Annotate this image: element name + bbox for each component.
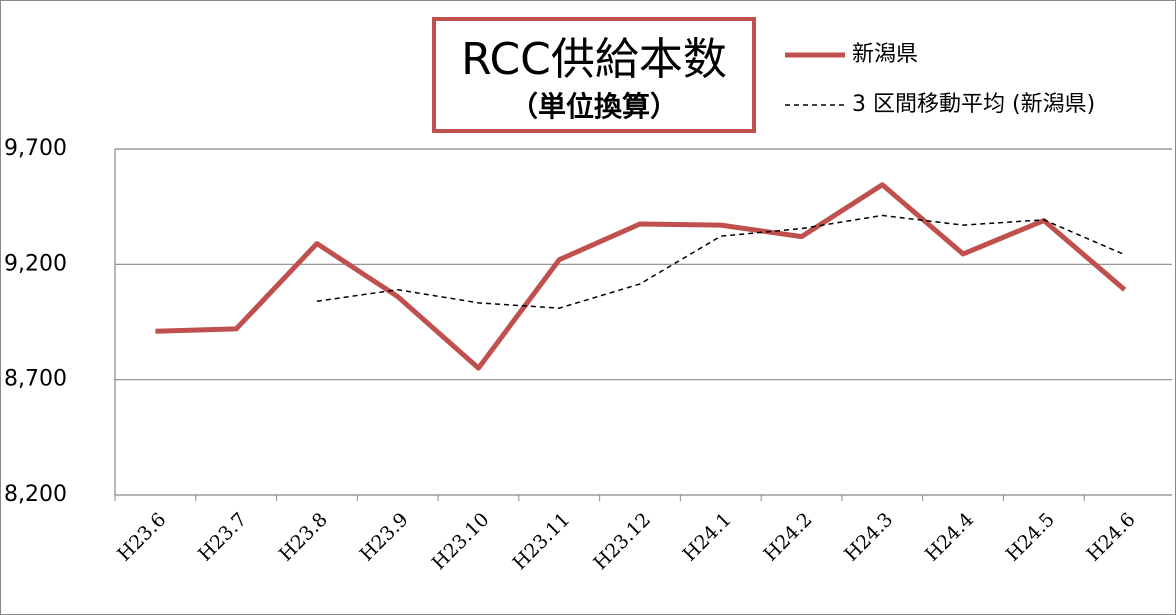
series-line: [316, 214, 1125, 309]
y-tick-label: 9,700: [4, 136, 67, 161]
chart-title: RCC供給本数: [461, 34, 727, 85]
y-tick-label: 9,200: [4, 251, 67, 276]
y-tick-label: 8,200: [4, 482, 67, 507]
title-box: [432, 17, 756, 133]
series-line: [155, 182, 1127, 371]
legend-label: 新潟県: [852, 42, 918, 67]
chart-subtitle: （単位換算）: [510, 90, 678, 123]
legend-label: 3 区間移動平均 (新潟県): [852, 92, 1095, 117]
y-tick-label: 8,700: [4, 367, 67, 392]
